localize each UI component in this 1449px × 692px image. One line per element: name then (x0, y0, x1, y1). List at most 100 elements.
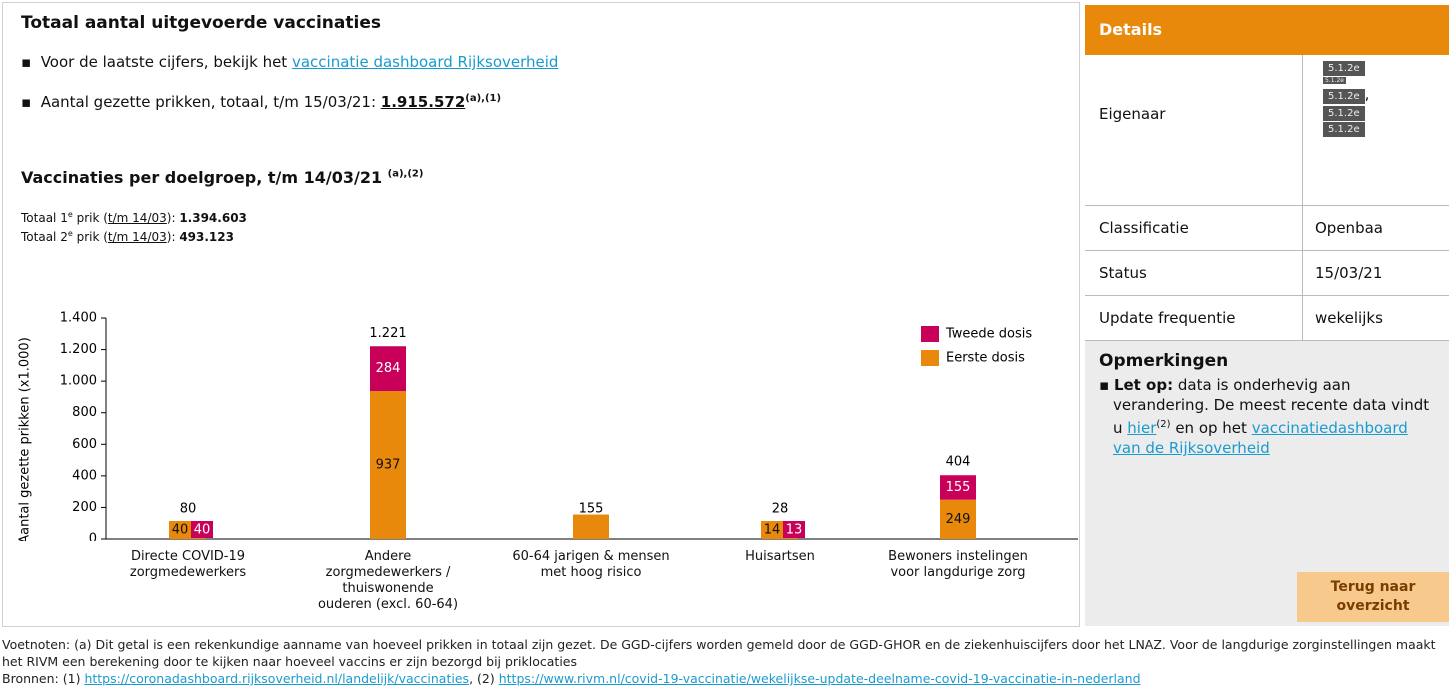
value: wekelijks (1315, 309, 1383, 327)
total-label: 80 (180, 502, 197, 517)
bullet: ▪ Aantal gezette prikken, totaal, t/m 15… (21, 93, 502, 111)
text: Aantal gezette prikken, totaal, t/m 15/0… (40, 93, 377, 111)
section-title: Vaccinaties per doelgroep, t/m 14/03/21 … (21, 168, 423, 187)
totals: Totaal 1e prik (t/m 14/03): 1.394.603 Tot… (21, 207, 247, 245)
link[interactable]: vaccinatie dashboard Rijksoverheid (291, 53, 559, 71)
value: 1.394.603 (179, 211, 247, 225)
value-label: 155 (946, 480, 971, 495)
source-label: (1) (62, 671, 81, 686)
redaction: 5.1.2e (1323, 77, 1346, 84)
text: Totaal 1 (21, 211, 68, 225)
y-tick-label: 400 (72, 468, 97, 483)
link[interactable]: vaccinatiedashboard van de Rijksoverheid (1113, 419, 1408, 457)
label-bg (783, 521, 805, 538)
y-tick-label: 1.400 (60, 311, 97, 326)
text: ): (166, 211, 176, 225)
chart: 0 200 400 600 800 1.000 1.200 1.400 Aantal gezet… (3, 301, 1079, 626)
total-line: Totaal 1e prik (t/m 14/03): 1.394.603 (21, 207, 247, 226)
text: prik ( (76, 211, 108, 225)
x-tick-label: Directe COVID-19 zorgmedewerkers (129, 549, 247, 580)
legend-label: Eerste dosis (946, 351, 1025, 366)
redaction: 5.1.2e (1323, 61, 1365, 76)
redaction: 5.1.2e (1323, 122, 1365, 137)
bar (370, 346, 406, 392)
value: 5.1.2e 5.1.2e 5.1.2e, 5.1.2e 5.1.2e (1323, 60, 1369, 138)
text: Voor de laatste cijfers, bekijk het (40, 53, 288, 71)
notes-title: Opmerkingen (1099, 351, 1229, 371)
title: Totaal aantal uitgevoerde vaccinaties (21, 13, 381, 33)
row: Status 15/03/21 (1085, 251, 1449, 296)
x-tick-label: Bewoners instelingen voor langdurige zor… (888, 549, 1028, 580)
label: Update frequentie (1099, 309, 1236, 327)
bar (940, 499, 976, 539)
row: Eigenaar 5.1.2e 5.1.2e 5.1.2e, 5.1.2e 5.1.2e (1085, 55, 1449, 206)
value: 493.123 (179, 230, 234, 244)
y-tick-label: 0 (89, 532, 97, 542)
legend-label: Tweede dosis (945, 327, 1032, 342)
bar (370, 391, 406, 539)
redaction: 5.1.2e (1323, 89, 1365, 104)
text: ): (166, 230, 176, 244)
footnote: Voetnoten: (a) Dit getal is een rekenkun… (2, 637, 1436, 669)
value-label: 937 (376, 458, 401, 473)
label-bg (761, 521, 783, 538)
bold: Let op: (1113, 376, 1174, 394)
text: prik ( (76, 230, 108, 244)
value-label: 249 (946, 512, 971, 527)
chart-svg: 0 200 400 600 800 1.000 1.200 1.400 Aantal gezet… (18, 311, 1078, 547)
link[interactable]: https://coronadashboard.rijksoverheid.nl… (84, 671, 470, 686)
sup: (a),(1) (465, 93, 502, 104)
footnotes: Voetnoten: (a) Dit getal is een rekenkun… (2, 637, 1436, 686)
button[interactable]: Terug naar overzicht (1297, 572, 1449, 622)
text: Totaal 2 (21, 230, 68, 244)
total-line: Totaal 2e prik (t/m 14/03): 493.123 (21, 226, 247, 245)
row: Update frequentie wekelijks (1085, 296, 1449, 341)
value-label: 13 (786, 523, 803, 538)
note: ▪ Let op: data is onderhevig aan verande… (1099, 376, 1430, 457)
bar (573, 514, 609, 539)
sup: (2) (1156, 419, 1171, 430)
panel: Totaal aantal uitgevoerde vaccinaties ▪ … (2, 2, 1080, 627)
value-label: 40 (194, 523, 211, 538)
label-bg (169, 521, 191, 538)
label: Classificatie (1099, 219, 1189, 237)
redaction: 5.1.2e (1323, 106, 1365, 121)
bar (940, 475, 976, 500)
y-tick-label: 800 (72, 405, 97, 420)
sup: (a),(2) (387, 168, 424, 180)
separator: , (1364, 85, 1370, 103)
bullet: ▪ Voor de laatste cijfers, bekijk het va… (21, 53, 559, 71)
divider (1302, 55, 1303, 340)
value: 1.915.572 (380, 93, 466, 111)
source-label: (2) (477, 671, 495, 686)
total-label: 155 (579, 502, 604, 517)
value: Openbaa (1315, 219, 1383, 237)
total-label: 1.221 (369, 326, 406, 341)
text: data is onderhevig aan verandering. De m… (1113, 376, 1430, 437)
sup: e (67, 210, 73, 219)
row: Classificatie Openbaa (1085, 206, 1449, 251)
label: Status (1099, 264, 1147, 282)
sup: e (67, 229, 73, 238)
value: 15/03/21 (1315, 264, 1383, 282)
x-tick-label: Andere zorgmedewerkers / thuiswonende ou… (317, 549, 459, 612)
link[interactable]: https://www.rivm.nl/covid-19-vaccinatie/… (498, 671, 1141, 686)
label: Eigenaar (1099, 105, 1166, 123)
notes: Opmerkingen ▪ Let op: data is onderhevig… (1085, 341, 1449, 626)
legend-swatch (921, 350, 939, 366)
value-label: 14 (764, 523, 781, 538)
y-tick-label: 200 (72, 500, 97, 515)
total-label: 28 (772, 502, 789, 517)
y-tick-label: 600 (72, 437, 97, 452)
value-label: 284 (376, 361, 401, 376)
legend-swatch (921, 326, 939, 342)
link[interactable]: hier (1127, 419, 1157, 437)
y-axis-label: Aantal gezette prikken (x1.000) (18, 337, 33, 541)
link[interactable]: t/m 14/03 (107, 211, 167, 225)
link[interactable]: t/m 14/03 (107, 230, 167, 244)
text: en op het (1175, 419, 1247, 437)
y-tick-label: 1.000 (60, 374, 97, 389)
sources-label: Bronnen: (2, 671, 59, 686)
total-label: 404 (946, 455, 971, 470)
